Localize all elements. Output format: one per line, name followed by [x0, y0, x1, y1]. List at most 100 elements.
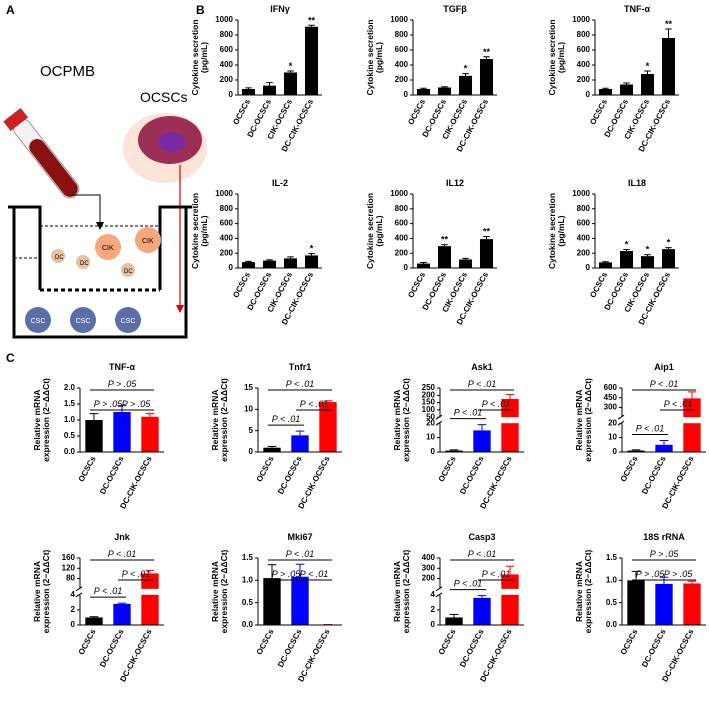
comparison-label: P < .01 [286, 549, 314, 559]
y-tick-label: 200 [220, 75, 234, 84]
bar [620, 85, 633, 96]
significance-star: * [289, 61, 293, 71]
y-tick-label: 450 [604, 393, 618, 402]
cell-label: CSC [121, 318, 136, 325]
axis-break [618, 417, 706, 423]
comparison-label: P < .01 [482, 569, 510, 579]
bar [438, 88, 451, 96]
y-tick-label: 400 [395, 234, 409, 243]
y-tick-label: 0 [229, 263, 234, 272]
x-tick-label: DC-OCSCs [98, 454, 126, 496]
y-tick-label: 0.0 [242, 620, 254, 629]
x-tick-label: DC-OCSCs [640, 627, 668, 669]
bar [501, 574, 518, 625]
y-tick-label: 2.0 [64, 383, 76, 392]
bar [627, 580, 644, 625]
y-tick-label: 0 [586, 90, 591, 99]
y-tick-label: 0 [249, 447, 254, 456]
bar [599, 89, 612, 95]
bar [113, 604, 130, 625]
cell-label: DC [55, 255, 64, 261]
y-tick-label: 0 [404, 263, 409, 272]
y-tick-label: 400 [422, 553, 436, 562]
bar [305, 27, 318, 95]
bar [242, 262, 255, 268]
bar [620, 251, 633, 268]
bar [263, 448, 280, 452]
x-tick-label: OCSCs [619, 627, 640, 656]
y-tick-label: 1000 [572, 15, 590, 24]
y-axis-label: (pg/mL) [556, 215, 566, 246]
comparison-label: P < .01 [636, 423, 664, 433]
bar [113, 412, 130, 452]
y-tick-label: 1.5 [242, 553, 254, 562]
bar [445, 617, 462, 625]
y-tick-label: 1000 [390, 15, 408, 24]
chart-title: TNF-α [624, 4, 650, 14]
bar [284, 258, 297, 268]
significance-star: * [464, 64, 468, 74]
comparison-label: P < .01 [300, 569, 328, 579]
y-tick-label: 160 [62, 553, 76, 562]
significance-star: * [310, 244, 314, 254]
bar [459, 76, 472, 95]
x-tick-label: DC-OCSCs [276, 454, 304, 496]
y-axis-label: expression (2−ΔΔCt) [41, 378, 51, 462]
bar [683, 583, 700, 625]
y-tick-label: 1.5 [606, 553, 618, 562]
comparison-label: P < .01 [650, 379, 678, 389]
y-tick-label: 800 [220, 204, 234, 213]
y-tick-label: 1.5 [64, 399, 76, 408]
y-tick-label: 1.0 [64, 415, 76, 424]
y-axis-label: expression (2−ΔΔCt) [401, 378, 411, 462]
bar [263, 578, 280, 625]
y-axis-label: expression (2−ΔΔCt) [219, 549, 229, 633]
y-tick-label: 0.5 [242, 598, 254, 607]
y-tick-label: 0 [404, 90, 409, 99]
comparison-label: P < .01 [94, 586, 122, 596]
x-tick-label: DC-CIK-OCSCs [118, 627, 154, 683]
y-tick-label: 250 [422, 383, 436, 392]
comparison-label: P > .05 [94, 399, 123, 409]
chart-title: IL18 [628, 178, 646, 188]
cell-label: CIK [102, 245, 114, 252]
y-axis-label: expression (2−ΔΔCt) [583, 549, 593, 633]
bar [85, 420, 102, 452]
significance-star: ** [441, 235, 449, 245]
y-axis-label: expression (2−ΔΔCt) [401, 549, 411, 633]
y-tick-label: 200 [395, 75, 409, 84]
x-tick-label: DC-CIK-OCSCs [296, 627, 332, 683]
y-tick-label: 10 [244, 404, 253, 413]
comparison-label: P > .05 [272, 569, 301, 579]
x-tick-label: OCSCs [437, 454, 458, 483]
comparison-label: P < .01 [454, 579, 482, 589]
chart-title: Tnfr1 [289, 362, 312, 372]
x-tick-label: OCSCs [588, 97, 609, 126]
x-tick-label: DC-CIK-OCSCs [478, 627, 514, 683]
x-tick-label: OCSCs [255, 627, 276, 656]
chart-title: IL12 [446, 178, 464, 188]
y-axis-label: (pg/mL) [374, 42, 384, 73]
significance-star: * [625, 240, 629, 250]
y-tick-label: 1000 [215, 15, 233, 24]
bar [438, 246, 451, 268]
y-tick-label: 200 [577, 248, 591, 257]
y-tick-label: 10 [426, 433, 435, 442]
panel-label: C [6, 351, 15, 365]
chart-title: Aip1 [654, 362, 674, 372]
x-tick-label: OCSCs [406, 270, 427, 299]
bar [85, 617, 102, 625]
x-tick-label: OCSCs [231, 97, 252, 126]
bar [480, 59, 493, 95]
y-axis-label: expression (2−ΔΔCt) [41, 549, 51, 633]
x-tick-label: DC-OCSCs [98, 627, 126, 669]
y-tick-label: 400 [220, 60, 234, 69]
bar [141, 573, 158, 625]
x-tick-label: OCSCs [231, 270, 252, 299]
y-tick-label: 200 [422, 574, 436, 583]
chart-title: IL-2 [272, 178, 288, 188]
